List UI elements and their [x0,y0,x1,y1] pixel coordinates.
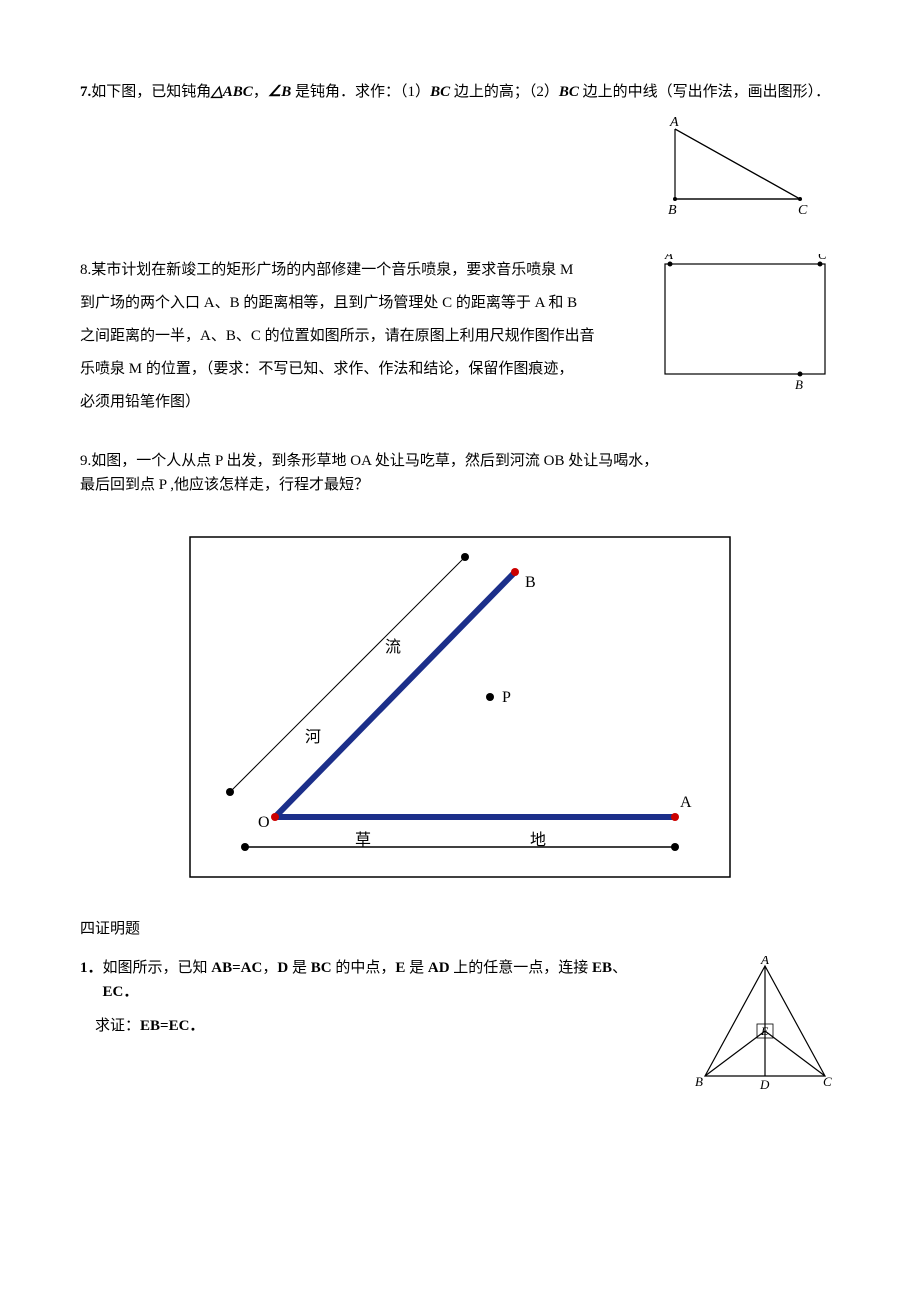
p7-angle: ∠B [268,84,291,100]
section-4-title: 四证明题 [80,917,840,941]
p8-label-A: A [664,254,673,262]
p8-l5: 必须用铅笔作图） [80,386,620,419]
q1-l1e: 是 [405,960,428,976]
p9-label-P: P [502,689,511,706]
q1-ec: EC． [103,984,139,1000]
p8-l1: 某市计划在新竣工的矩形广场的内部修建一个音乐喷泉，要求音乐喷泉 M [91,262,573,278]
p7-label-B: B [668,203,677,218]
p7-label-C: C [798,203,808,218]
q1-eb: EB [592,960,612,976]
p9-label-river: 河 [305,728,321,746]
p9-num: 9. [80,453,91,469]
p7-te: 边上的中线（写出作法，画出图形）． [579,84,830,100]
p8-label-B: B [795,377,803,392]
q1-label-C: C [823,1074,832,1089]
q1-label-D: D [759,1077,770,1092]
p7-tri: △ABC [211,84,253,100]
problem-7-text: 7.如下图，已知钝角△ABC，∠B 是钝角．求作：（1）BC 边上的高；（2）B… [80,80,840,104]
q1-label-B: B [695,1074,703,1089]
p7-num: 7. [80,84,91,100]
q1-e: E [395,960,405,976]
p8-figure: A C B [650,254,840,404]
q1-bc: BC [311,960,332,976]
q1-l1b: ， [262,960,277,976]
proof-1-text: 1．如图所示，已知 AB=AC，D 是 BC 的中点，E 是 AD 上的任意一点… [80,956,670,1038]
proof-1: A B C D E 1．如图所示，已知 AB=AC，D 是 BC 的中点，E 是… [80,956,840,1096]
p9-label-B: B [525,574,536,591]
q1-label-A: A [760,956,769,967]
p9-label-O: O [258,814,270,831]
p7-figure: A B C [620,114,820,224]
p7-ta: 如下图，已知钝角 [91,84,211,100]
p7-bc2: BC [559,84,579,100]
q1-abac: AB=AC [211,960,262,976]
p7-bc1: BC [430,84,450,100]
p8-l4: 乐喷泉 M 的位置，（要求：不写已知、求作、作法和结论，保留作图痕迹， [80,353,620,386]
q1-l1d: 的中点， [332,960,396,976]
q1-d: D [277,960,288,976]
p8-num: 8. [80,262,91,278]
p8-label-C: C [818,254,827,262]
p9-label-A: A [680,794,692,811]
q1-num: 1． [80,960,103,976]
p9-label-flow: 流 [385,638,401,656]
problem-9: 9.如图，一个人从点 P 出发，到条形草地 OA 处让马吃草，然后到河流 OB … [80,449,840,887]
problem-7: 7.如下图，已知钝角△ABC，∠B 是钝角．求作：（1）BC 边上的高；（2）B… [80,80,840,224]
q1-l1f: 上的任意一点，连接 [450,960,593,976]
p8-l2: 到广场的两个入口 A、B 的距离相等，且到广场管理处 C 的距离等于 A 和 B [80,287,620,320]
p7-tb: ， [253,84,268,100]
q1-ad: AD [428,960,450,976]
problem-8-text: 8.某市计划在新竣工的矩形广场的内部修建一个音乐喷泉，要求音乐喷泉 M 到广场的… [80,254,620,419]
p9-label-land: 地 [530,831,546,849]
q1-l1a: 如图所示，已知 [103,960,212,976]
problem-9-text: 9.如图，一个人从点 P 出发，到条形草地 OA 处让马吃草，然后到河流 OB … [80,449,840,497]
p9-figure: O A B P 流 河 草 地 [180,527,740,887]
q1-l1g: 、 [612,960,627,976]
q1-prove: EB=EC． [140,1018,204,1034]
q1-figure: A B C D E [690,956,840,1096]
p8-l3: 之间距离的一半，A、B、C 的位置如图所示，请在原图上利用尺规作图作出音 [80,320,620,353]
q1-label-E: E [760,1024,769,1038]
p9-label-grass: 草 [355,831,371,849]
q1-prove-label: 求证： [95,1018,140,1034]
q1-l1c: 是 [288,960,311,976]
p9-l2: 最后回到点 P ,他应该怎样走，行程才最短？ [80,473,840,497]
p7-td: 边上的高；（2） [450,84,559,100]
p7-label-A: A [669,115,679,130]
p9-l1: 如图，一个人从点 P 出发，到条形草地 OA 处让马吃草，然后到河流 OB 处让… [91,453,658,469]
problem-8: A C B 8.某市计划在新竣工的矩形广场的内部修建一个音乐喷泉，要求音乐喷泉 … [80,254,840,419]
p7-tc: 是钝角．求作：（1） [291,84,430,100]
